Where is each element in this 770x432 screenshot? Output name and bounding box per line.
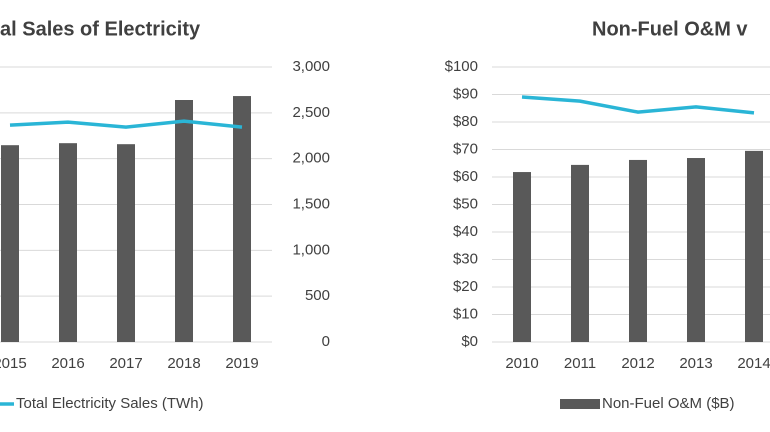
bar (233, 96, 251, 342)
y-tick-label: $60 (453, 168, 478, 185)
bar (59, 143, 77, 342)
y-tick-label: $50 (453, 195, 478, 212)
bar (1, 145, 19, 342)
chart-title: Non-Fuel O&M v (592, 18, 748, 40)
legend-label: Non-Fuel O&M ($B) (602, 395, 735, 412)
bar (629, 159, 647, 342)
legend-swatch (560, 399, 600, 409)
y-tick-label: $10 (453, 305, 478, 322)
chart-title: al Sales of Electricity (0, 18, 201, 40)
y-tick-label: $90 (453, 85, 478, 102)
y-tick-label: 1,000 (292, 241, 330, 258)
y-tick-label: 3,000 (292, 58, 330, 75)
bar (687, 158, 705, 342)
x-tick-label: 2019 (225, 355, 258, 372)
y-tick-label: $70 (453, 140, 478, 157)
y-tick-label: $30 (453, 250, 478, 267)
x-tick-label: 2014 (737, 355, 770, 372)
x-tick-label: 2015 (0, 355, 27, 372)
x-tick-label: 2017 (109, 355, 142, 372)
y-tick-label: 2,500 (292, 104, 330, 121)
y-tick-label: $20 (453, 278, 478, 295)
x-tick-label: 2018 (167, 355, 200, 372)
y-tick-label: $80 (453, 113, 478, 130)
y-tick-label: 500 (305, 287, 330, 304)
bar (745, 150, 763, 342)
x-tick-label: 2010 (505, 355, 538, 372)
bar (175, 100, 193, 342)
x-tick-label: 2011 (564, 355, 596, 372)
bar (513, 172, 531, 342)
line (9, 119, 243, 129)
y-tick-label: 0 (322, 333, 330, 350)
y-tick-label: $40 (453, 223, 478, 240)
y-tick-label: 2,000 (292, 150, 330, 167)
x-tick-label: 2016 (51, 355, 84, 372)
line (521, 95, 755, 115)
bar (117, 144, 135, 342)
y-tick-label: $0 (461, 333, 478, 350)
y-tick-label: $100 (445, 58, 478, 75)
x-tick-label: 2013 (679, 355, 712, 372)
x-tick-label: 2012 (621, 355, 654, 372)
y-tick-label: 1,500 (292, 195, 330, 212)
legend-label: Total Electricity Sales (TWh) (16, 395, 204, 412)
bar (571, 164, 589, 342)
